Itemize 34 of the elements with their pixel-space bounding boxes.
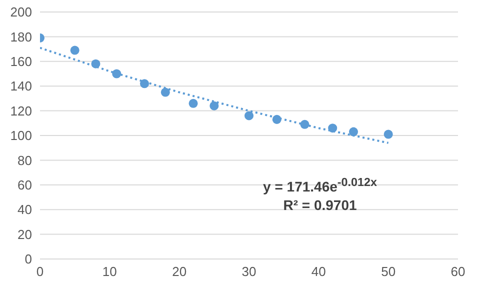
y-tick-label: 40	[18, 202, 32, 218]
y-tick-label: 80	[18, 152, 32, 168]
x-tick-label: 20	[172, 264, 187, 280]
point	[300, 120, 310, 129]
point	[272, 114, 282, 124]
line-series	[40, 46, 390, 144]
y-tick-label: 180	[10, 29, 32, 44]
y-tick-label: 60	[18, 178, 32, 193]
y-tick-label: 120	[10, 103, 32, 118]
point	[210, 101, 219, 110]
point	[160, 88, 170, 97]
x-tick-label: 40	[311, 264, 326, 280]
x-tick-label: 0	[36, 264, 44, 280]
point	[244, 111, 254, 120]
point	[348, 127, 358, 136]
x-tick-label: 10	[102, 264, 117, 280]
y-tick-label: 140	[10, 78, 32, 94]
y-tick-label: 160	[10, 54, 32, 70]
point	[328, 124, 338, 133]
x-tick-label: 50	[381, 264, 396, 280]
x-tick-label: 30	[242, 264, 256, 280]
point	[112, 69, 122, 78]
annotation: R² = 0.9701	[282, 196, 358, 214]
point	[188, 98, 198, 108]
x-tick-label: 60	[450, 264, 466, 280]
point	[70, 46, 80, 55]
point	[384, 130, 393, 139]
y-tick-label: 200	[10, 4, 32, 20]
y-tick-label: 20	[18, 226, 32, 242]
annotation: y = 171.46e$^{-0.012x}$	[262, 175, 378, 196]
y-tick-label: 0	[24, 252, 32, 267]
point	[91, 59, 100, 68]
y-tick-label: 100	[10, 128, 32, 144]
point	[140, 79, 150, 88]
